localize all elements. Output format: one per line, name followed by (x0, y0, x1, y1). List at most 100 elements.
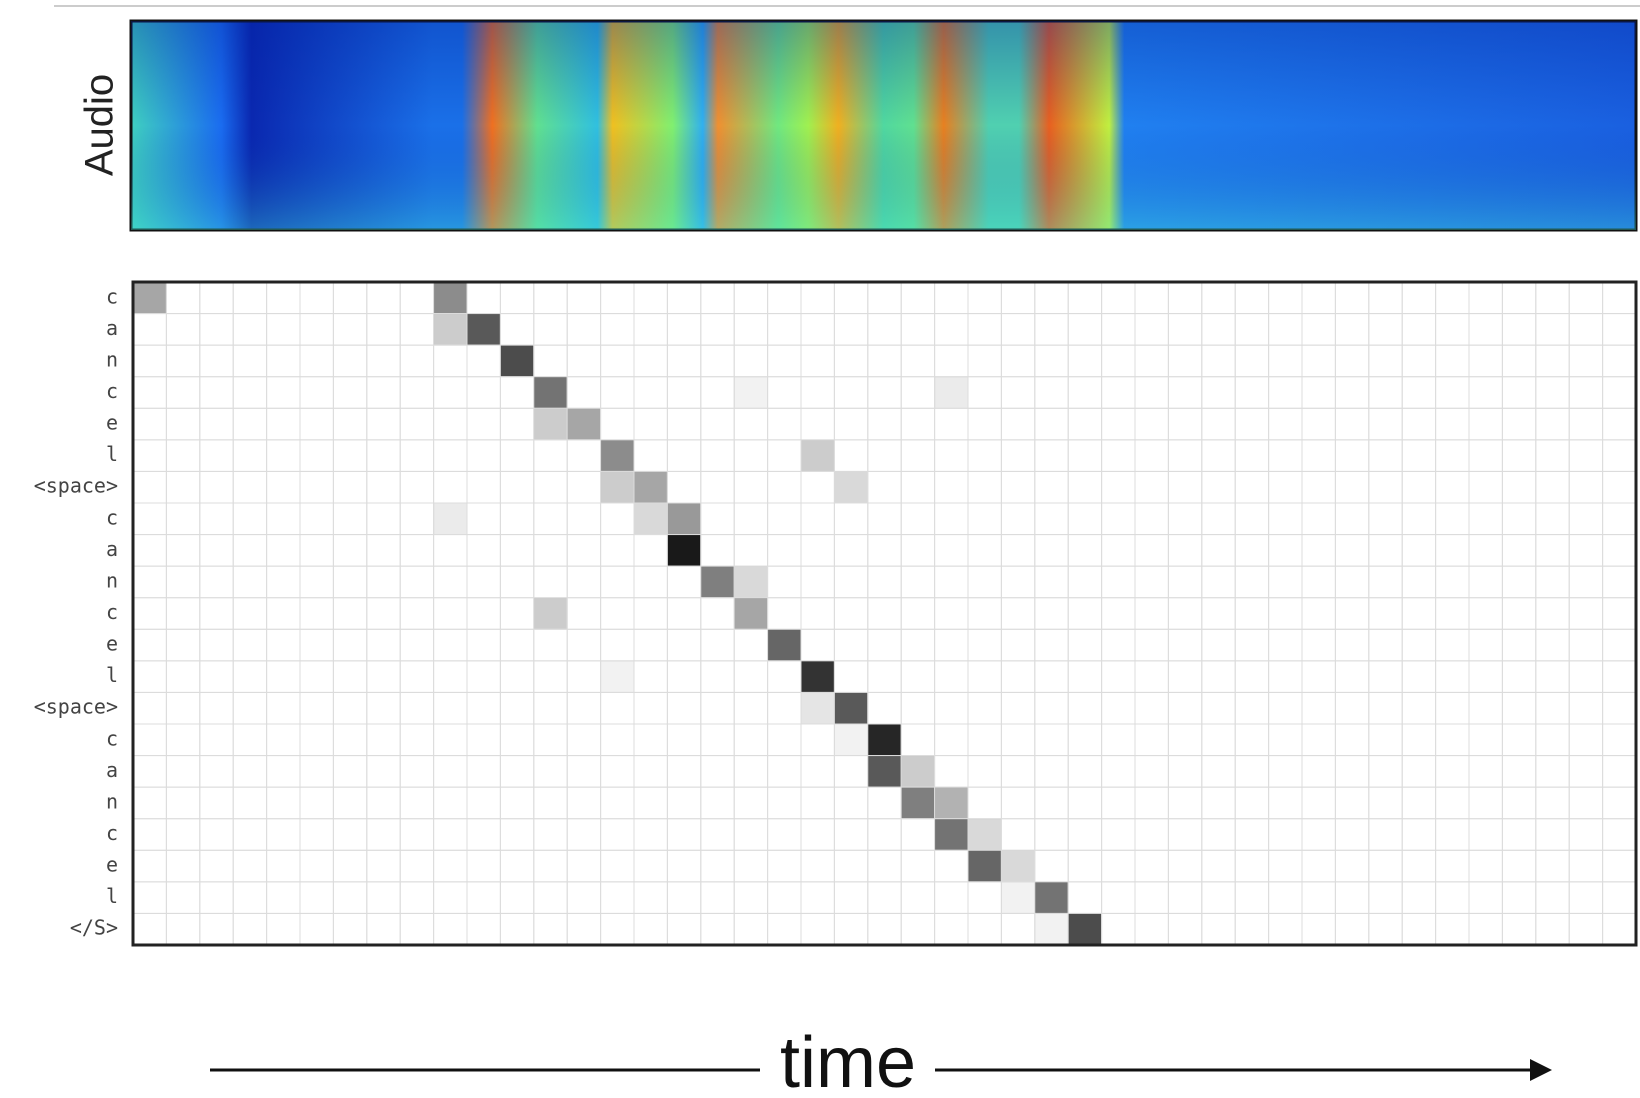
heat-cell (1535, 628, 1570, 662)
heat-cell (633, 407, 668, 441)
heat-cell (433, 628, 468, 662)
heat-cell (1101, 502, 1136, 536)
heat-cell (1268, 786, 1303, 820)
heat-cell (867, 660, 902, 693)
heat-cell (566, 313, 602, 346)
heat-cell (1602, 691, 1637, 725)
heat-cell (332, 912, 368, 946)
heat-cell (499, 691, 535, 725)
heat-cell (1067, 881, 1103, 914)
heat-cell (633, 344, 668, 378)
heat-cell (1468, 691, 1503, 725)
heat-cell (1301, 470, 1336, 504)
heat-cell (1201, 912, 1236, 946)
heat-cell (165, 628, 201, 662)
heat-cell (1234, 597, 1270, 630)
heat-cell (633, 818, 668, 851)
heat-cell (666, 502, 702, 536)
heat-cell (165, 344, 201, 378)
heat-cell (1535, 502, 1570, 536)
heat-cell (900, 628, 936, 662)
heat-cell (266, 344, 301, 378)
heat-cell (232, 628, 268, 662)
heat-cell (1568, 881, 1604, 914)
y-tick-label: a (106, 758, 118, 782)
heat-cell (700, 439, 735, 472)
heat-cell (767, 660, 802, 693)
heat-cell (1334, 502, 1370, 536)
heat-cell (299, 534, 334, 567)
heat-cell (1501, 597, 1537, 630)
heat-cell (1067, 534, 1103, 567)
heat-cell (1301, 313, 1336, 346)
heat-cell (266, 376, 301, 409)
heat-cell (1435, 660, 1470, 693)
heat-cell (1368, 534, 1403, 567)
heat-cell (833, 565, 869, 599)
heat-cell (800, 755, 835, 788)
heat-cell (934, 281, 969, 315)
heat-cell (1334, 691, 1370, 725)
heat-cell (1334, 628, 1370, 662)
heat-cell (566, 818, 602, 851)
heat-cell (1535, 407, 1570, 441)
heat-cell (1101, 597, 1136, 630)
heat-cell (800, 281, 835, 315)
heat-cell (867, 818, 902, 851)
heat-cell (1501, 755, 1537, 788)
heat-cell (399, 439, 435, 472)
heat-cell (1101, 723, 1136, 757)
heat-cell (1134, 912, 1169, 946)
heat-cell (600, 344, 635, 378)
heat-cell (399, 597, 435, 630)
heat-cell (1167, 786, 1203, 820)
heat-cell (399, 818, 435, 851)
heat-cell (666, 912, 702, 946)
heat-cell (833, 534, 869, 567)
heat-cell (967, 313, 1002, 346)
heat-cell (332, 691, 368, 725)
heat-cell (1334, 376, 1370, 409)
heat-cell (1234, 439, 1270, 472)
heat-cell (1134, 281, 1169, 315)
heat-cell (1234, 565, 1270, 599)
heat-cell (633, 376, 668, 409)
heat-cell (499, 660, 535, 693)
heat-cell (165, 660, 201, 693)
heat-cell (700, 470, 735, 504)
heat-cell (1435, 597, 1470, 630)
heat-cell (399, 344, 435, 378)
heat-cell (533, 786, 568, 820)
heat-cell (332, 597, 368, 630)
heat-cell (666, 407, 702, 441)
heat-cell (466, 439, 501, 472)
heat-cell (867, 786, 902, 820)
heat-cell (299, 755, 334, 788)
heat-cell (1334, 881, 1370, 914)
heat-cell (433, 470, 468, 504)
heat-cell (1268, 691, 1303, 725)
heat-cell (332, 723, 368, 757)
heat-cell (800, 344, 835, 378)
heat-cell (733, 470, 769, 504)
heat-cell (1268, 439, 1303, 472)
heat-cell (733, 407, 769, 441)
heat-cell (1101, 313, 1136, 346)
heat-cell (1602, 281, 1637, 315)
heat-cell (1535, 313, 1570, 346)
heat-cell (1134, 344, 1169, 378)
heat-cell (900, 881, 936, 914)
heat-cell (1401, 755, 1437, 788)
heat-cell (533, 470, 568, 504)
heat-cell (1368, 628, 1403, 662)
heat-cell (833, 344, 869, 378)
heat-cell (600, 723, 635, 757)
heat-cell (1301, 786, 1336, 820)
heat-cell (533, 565, 568, 599)
heat-cell (1167, 723, 1203, 757)
heat-cell (566, 786, 602, 820)
heat-cell (566, 534, 602, 567)
heat-cell (733, 786, 769, 820)
heat-cell (1468, 723, 1503, 757)
